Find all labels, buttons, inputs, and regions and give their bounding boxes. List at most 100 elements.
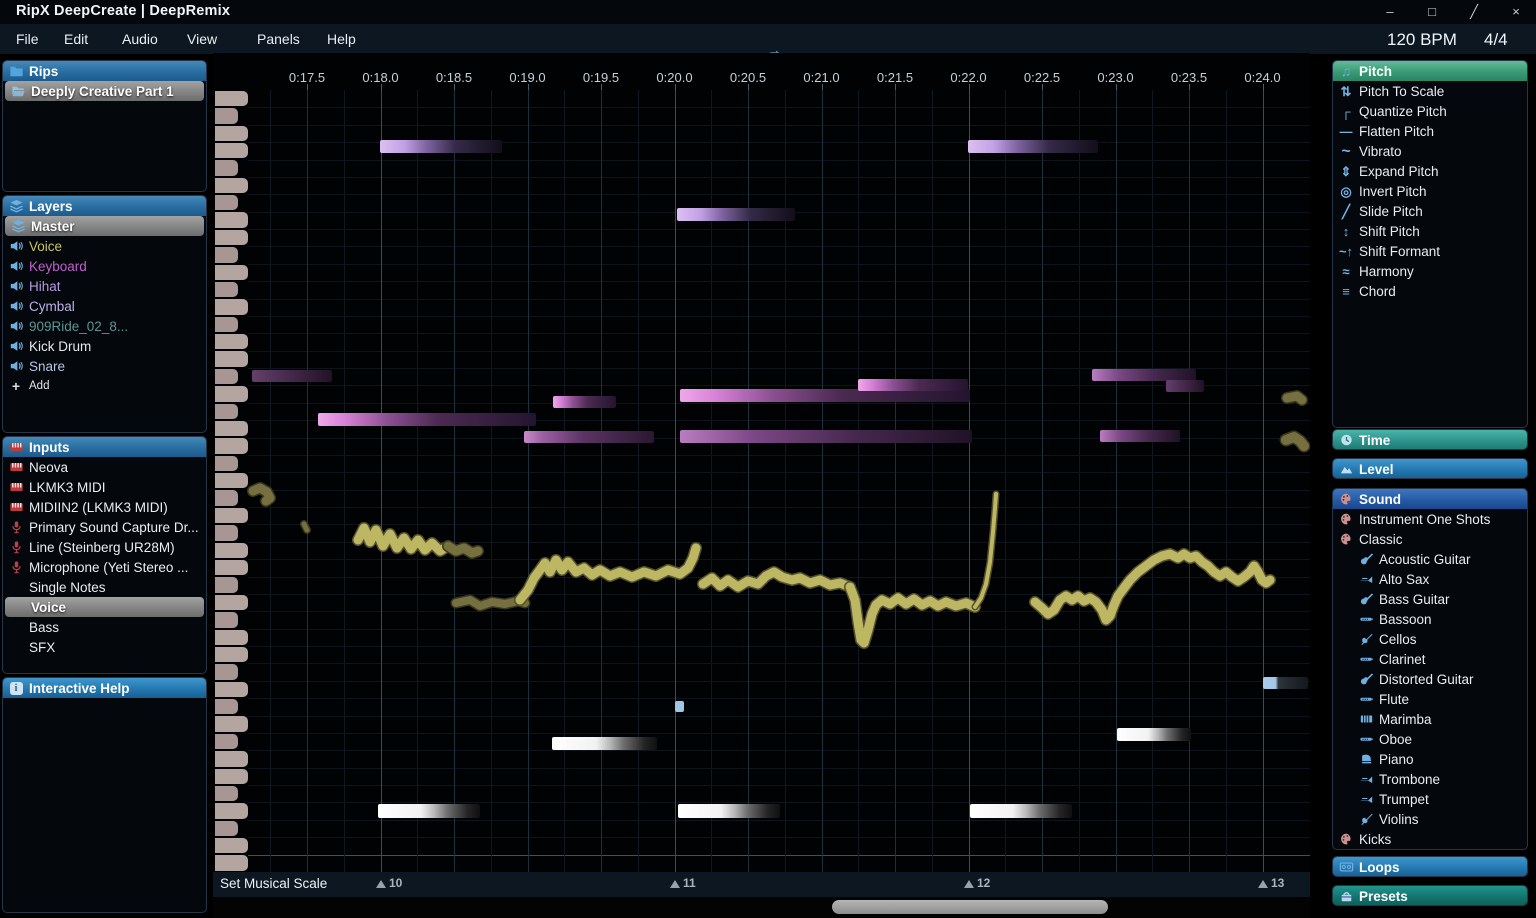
menu-edit[interactable]: Edit	[58, 24, 94, 54]
inputs-item-voice[interactable]: Voice	[5, 597, 204, 617]
piano-key-black[interactable]	[215, 160, 238, 175]
pitch-item-shift-formant[interactable]: ~↑Shift Formant	[1333, 241, 1527, 261]
piano-key-white[interactable]	[215, 212, 248, 227]
pitch-item-chord[interactable]: ≡Chord	[1333, 281, 1527, 301]
pitch-item-flatten-pitch[interactable]: —Flatten Pitch	[1333, 121, 1527, 141]
piano-key-black[interactable]	[215, 821, 238, 836]
piano-roll-note-white[interactable]	[378, 804, 480, 818]
minimize-button[interactable]: –	[1375, 2, 1405, 22]
piano-roll-note-lavender[interactable]	[968, 140, 1098, 153]
layers-item-snare[interactable]: Snare	[3, 356, 206, 376]
piano-key-black[interactable]	[215, 577, 238, 592]
layers-item-cymbal[interactable]: Cymbal	[3, 296, 206, 316]
close-button[interactable]: ×	[1501, 2, 1531, 22]
sound-item-oboe[interactable]: Oboe	[1333, 729, 1527, 749]
piano-key-black[interactable]	[215, 786, 238, 801]
resize-button[interactable]: ╱	[1459, 2, 1489, 22]
pitch-item-harmony[interactable]: ≈Harmony	[1333, 261, 1527, 281]
piano-key-black[interactable]	[215, 317, 238, 332]
maximize-button[interactable]: □	[1417, 2, 1447, 22]
rips-panel-header[interactable]: Rips	[3, 61, 206, 81]
piano-key-black[interactable]	[215, 612, 238, 627]
pitch-trace[interactable]	[1287, 396, 1302, 400]
layers-item-add[interactable]: +Add	[3, 376, 206, 396]
piano-key-white[interactable]	[215, 299, 248, 314]
layers-item-909ride-02-8[interactable]: 909Ride_02_8...	[3, 316, 206, 336]
piano-key-white[interactable]	[215, 838, 248, 853]
piano-key-white[interactable]	[215, 91, 248, 106]
pitch-item-invert-pitch[interactable]: ◎Invert Pitch	[1333, 181, 1527, 201]
piano-key-black[interactable]	[215, 195, 238, 210]
pitch-item-slide-pitch[interactable]: ╱Slide Pitch	[1333, 201, 1527, 221]
piano-roll-note-bright[interactable]	[553, 396, 616, 408]
piano-key-black[interactable]	[215, 456, 238, 471]
pitch-trace[interactable]	[703, 572, 850, 587]
piano-key-white[interactable]	[215, 560, 248, 575]
inputs-item-lkmk3-midi[interactable]: LKMK3 MIDI	[3, 477, 206, 497]
piano-roll-note-white[interactable]	[678, 804, 780, 818]
layers-item-master[interactable]: Master	[5, 216, 204, 236]
piano-roll-note-medium[interactable]	[524, 431, 654, 443]
pitch-trace[interactable]	[448, 546, 478, 553]
piano-key-black[interactable]	[215, 404, 238, 419]
piano-roll-note-lavender[interactable]	[380, 140, 502, 153]
piano-key-black[interactable]	[215, 369, 238, 384]
piano-key-white[interactable]	[215, 716, 248, 731]
horizontal-scrollbar[interactable]	[832, 900, 1108, 914]
piano-key-white[interactable]	[215, 595, 248, 610]
menu-panels[interactable]: Panels	[251, 24, 306, 54]
sound-item-classic[interactable]: Classic	[1333, 529, 1527, 549]
sound-item-bass-guitar[interactable]: Bass Guitar	[1333, 589, 1527, 609]
layers-item-hihat[interactable]: Hihat	[3, 276, 206, 296]
layers-item-voice[interactable]: Voice	[3, 236, 206, 256]
piano-key-white[interactable]	[215, 386, 248, 401]
inputs-item-primary-sound-capture-dr[interactable]: Primary Sound Capture Dr...	[3, 517, 206, 537]
pitch-trace[interactable]	[975, 494, 996, 607]
pitch-item-expand-pitch[interactable]: ⇕Expand Pitch	[1333, 161, 1527, 181]
bpm-display[interactable]: 120 BPM	[1387, 25, 1457, 55]
piano-roll-note-white[interactable]	[552, 737, 657, 750]
sound-item-marimba[interactable]: Marimba	[1333, 709, 1527, 729]
sound-item-flute[interactable]: Flute	[1333, 689, 1527, 709]
piano-key-black[interactable]	[215, 247, 238, 262]
level-panel-header[interactable]: Level	[1333, 459, 1527, 479]
piano-key-white[interactable]	[215, 334, 248, 349]
piano-key-white[interactable]	[215, 265, 248, 280]
pitch-item-pitch-to-scale[interactable]: ⇅Pitch To Scale	[1333, 81, 1527, 101]
inputs-item-sfx[interactable]: SFX	[3, 637, 206, 657]
layers-panel-header[interactable]: Layers	[3, 196, 206, 216]
pitch-trace[interactable]	[358, 528, 448, 551]
piano-key-white[interactable]	[215, 126, 248, 141]
piano-key-white[interactable]	[215, 751, 248, 766]
pitch-trace[interactable]	[520, 548, 696, 600]
rips-item-deeply-creative-part-1[interactable]: Deeply Creative Part 1	[5, 81, 204, 101]
pitch-trace[interactable]	[850, 587, 975, 643]
loops-panel-header[interactable]: Loops	[1333, 857, 1527, 877]
piano-roll-note-dim[interactable]	[1166, 380, 1204, 392]
piano-roll-note-medium2[interactable]	[680, 430, 972, 443]
sound-item-clarinet[interactable]: Clarinet	[1333, 649, 1527, 669]
piano-key-white[interactable]	[215, 438, 248, 453]
piano-key-white[interactable]	[215, 803, 248, 818]
piano-roll-note-white[interactable]	[970, 804, 1072, 818]
piano-key-black[interactable]	[215, 108, 238, 123]
inputs-item-bass[interactable]: Bass	[3, 617, 206, 637]
pitch-item-vibrato[interactable]: ~Vibrato	[1333, 141, 1527, 161]
pitch-trace[interactable]	[1287, 396, 1302, 400]
piano-roll-note-lavender[interactable]	[677, 208, 795, 221]
piano-roll-note-medium2[interactable]	[1100, 430, 1180, 442]
sound-item-acoustic-guitar[interactable]: Acoustic Guitar	[1333, 549, 1527, 569]
help-panel-header[interactable]: iInteractive Help	[3, 678, 206, 698]
layers-item-kick-drum[interactable]: Kick Drum	[3, 336, 206, 356]
time-signature-display[interactable]: 4/4	[1484, 25, 1508, 55]
sound-item-cellos[interactable]: Cellos	[1333, 629, 1527, 649]
sound-item-piano[interactable]: Piano	[1333, 749, 1527, 769]
piano-key-black[interactable]	[215, 490, 238, 505]
set-musical-scale-button[interactable]: Set Musical Scale	[220, 876, 327, 891]
piano-key-white[interactable]	[215, 647, 248, 662]
piano-roll-note-white[interactable]	[1117, 728, 1191, 741]
sound-item-violins[interactable]: Violins	[1333, 809, 1527, 829]
piano-key-black[interactable]	[215, 282, 238, 297]
pitch-trace[interactable]	[448, 546, 478, 553]
sound-item-bassoon[interactable]: Bassoon	[1333, 609, 1527, 629]
